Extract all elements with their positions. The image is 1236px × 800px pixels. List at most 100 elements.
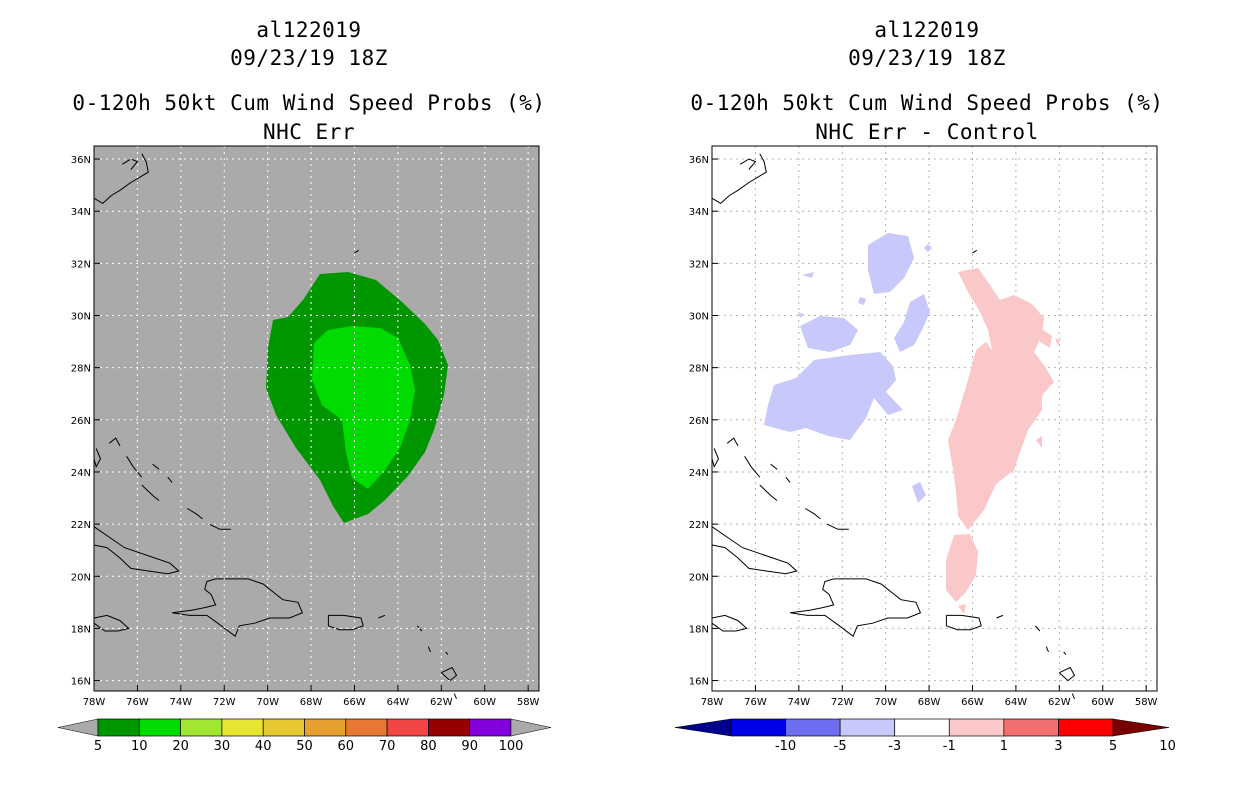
coastline (378, 614, 386, 619)
coastline (759, 484, 778, 501)
colorbar-swatch (345, 718, 388, 737)
coastline (711, 448, 720, 469)
lat-tick-label: 34N (689, 207, 709, 218)
lon-tick-label: 62W (1048, 697, 1071, 708)
coastline (972, 249, 978, 254)
lon-tick-label: 76W (126, 697, 149, 708)
lon-tick-label: 68W (918, 697, 941, 708)
coastline (1071, 693, 1075, 699)
lon-tick-label: 60W (1091, 697, 1114, 708)
lon-tick-label: 74W (788, 697, 811, 708)
colorbar-label: -5 (834, 739, 847, 754)
pos-diff-area (1040, 328, 1052, 348)
colorbar-label: -10 (775, 739, 796, 754)
coastline (187, 508, 203, 520)
coastline (711, 526, 798, 575)
coastline (790, 578, 922, 637)
pos-diff-area (1030, 380, 1046, 398)
coastline (167, 476, 173, 483)
coastline (427, 646, 431, 653)
coastline (126, 456, 143, 478)
coastline (1058, 666, 1076, 682)
neg-diff-area (912, 482, 926, 503)
coastline (327, 614, 364, 631)
coastline (1045, 646, 1049, 653)
lat-tick-label: 16N (71, 677, 91, 688)
coastline (996, 614, 1004, 619)
colorbar-label: 60 (338, 739, 355, 754)
lat-tick-label: 26N (71, 416, 91, 427)
axes: 78W 76W 74W 72W 70W 68W 66W 64W 62W 60W 58W 36N 34N 3… (71, 155, 540, 708)
lat-tick-label: 20N (71, 572, 91, 583)
lon-tick-label: 76W (744, 697, 767, 708)
colorbar-swatch (1003, 718, 1059, 737)
lon-tick-label: 64W (1005, 697, 1028, 708)
colorbar-label: 5 (1109, 739, 1117, 754)
neg-diff-area (764, 352, 903, 440)
coastline (711, 614, 748, 632)
lat-tick-label: 36N (689, 155, 709, 166)
lon-tick-label: 64W (387, 697, 410, 708)
colorbar-swatch (97, 718, 140, 737)
colorbar-label: 1 (1000, 739, 1008, 754)
colorbar-label: -3 (888, 739, 901, 754)
neg-diff-area (868, 233, 914, 294)
colorbar-swatch (894, 718, 950, 737)
pos-diff-area (958, 604, 966, 614)
coastline (1063, 651, 1067, 655)
coastline (711, 153, 767, 205)
coastline (93, 614, 130, 632)
pos-diff-area (948, 268, 1054, 530)
coastline (93, 526, 180, 575)
coastline (208, 523, 231, 530)
coastline (172, 578, 304, 637)
colorbar-swatch (469, 718, 512, 737)
lon-tick-label: 58W (517, 697, 540, 708)
lat-tick-label: 28N (689, 364, 709, 375)
lon-tick-label: 72W (831, 697, 854, 708)
colorbar-label: 30 (214, 739, 231, 754)
coastline (945, 614, 982, 631)
colorbar-swatch (1058, 718, 1114, 737)
colorbar-swatch (221, 718, 264, 737)
pos-diff-area (1036, 436, 1042, 448)
colorbar-label: 5 (94, 739, 102, 754)
lon-tick-label: 66W (961, 697, 984, 708)
coastline (453, 693, 457, 699)
coastline (354, 249, 360, 254)
pos-diff-area (946, 534, 978, 602)
lat-tick-label: 24N (71, 468, 91, 479)
panel-nhc-err-minus-control: al122019 09/23/19 18Z 0-120h 50kt Cum Wi… (618, 0, 1236, 800)
colorbar-swatch (785, 718, 841, 737)
lat-tick-label: 36N (71, 155, 91, 166)
coastline (739, 158, 757, 170)
lon-tick-label: 72W (213, 697, 236, 708)
colorbar-label: 70 (379, 739, 396, 754)
coastline (93, 448, 102, 469)
lon-tick-label: 66W (343, 697, 366, 708)
panel-nhc-err: al122019 09/23/19 18Z 0-120h 50kt Cum Wi… (57, 18, 552, 754)
colorbar-swatch (386, 718, 429, 737)
neg-diff-area (894, 294, 930, 352)
subtitle: NHC Err - Control (815, 120, 1039, 144)
lat-tick-label: 16N (689, 677, 709, 688)
coastline (805, 508, 821, 520)
colorbar-label: 10 (1159, 739, 1176, 754)
storm-id-title: al122019 (256, 18, 362, 42)
colorbar-swatch (948, 718, 1005, 737)
colorbar-swatch (304, 718, 347, 737)
colorbar-swatch (138, 718, 181, 737)
coastline (1035, 625, 1041, 632)
product-title: 0-120h 50kt Cum Wind Speed Probs (%) (690, 91, 1164, 115)
difference-contours (764, 233, 1060, 614)
coastline (141, 484, 160, 501)
lat-tick-label: 18N (689, 624, 709, 635)
coastline (93, 153, 149, 205)
lat-tick-label: 28N (71, 364, 91, 375)
coastline (440, 666, 458, 682)
map-frame (93, 145, 540, 692)
lon-tick-label: 58W (1135, 697, 1158, 708)
coastlines (93, 153, 458, 699)
neg-diff-area (800, 316, 858, 352)
subtitle: NHC Err (262, 120, 355, 144)
